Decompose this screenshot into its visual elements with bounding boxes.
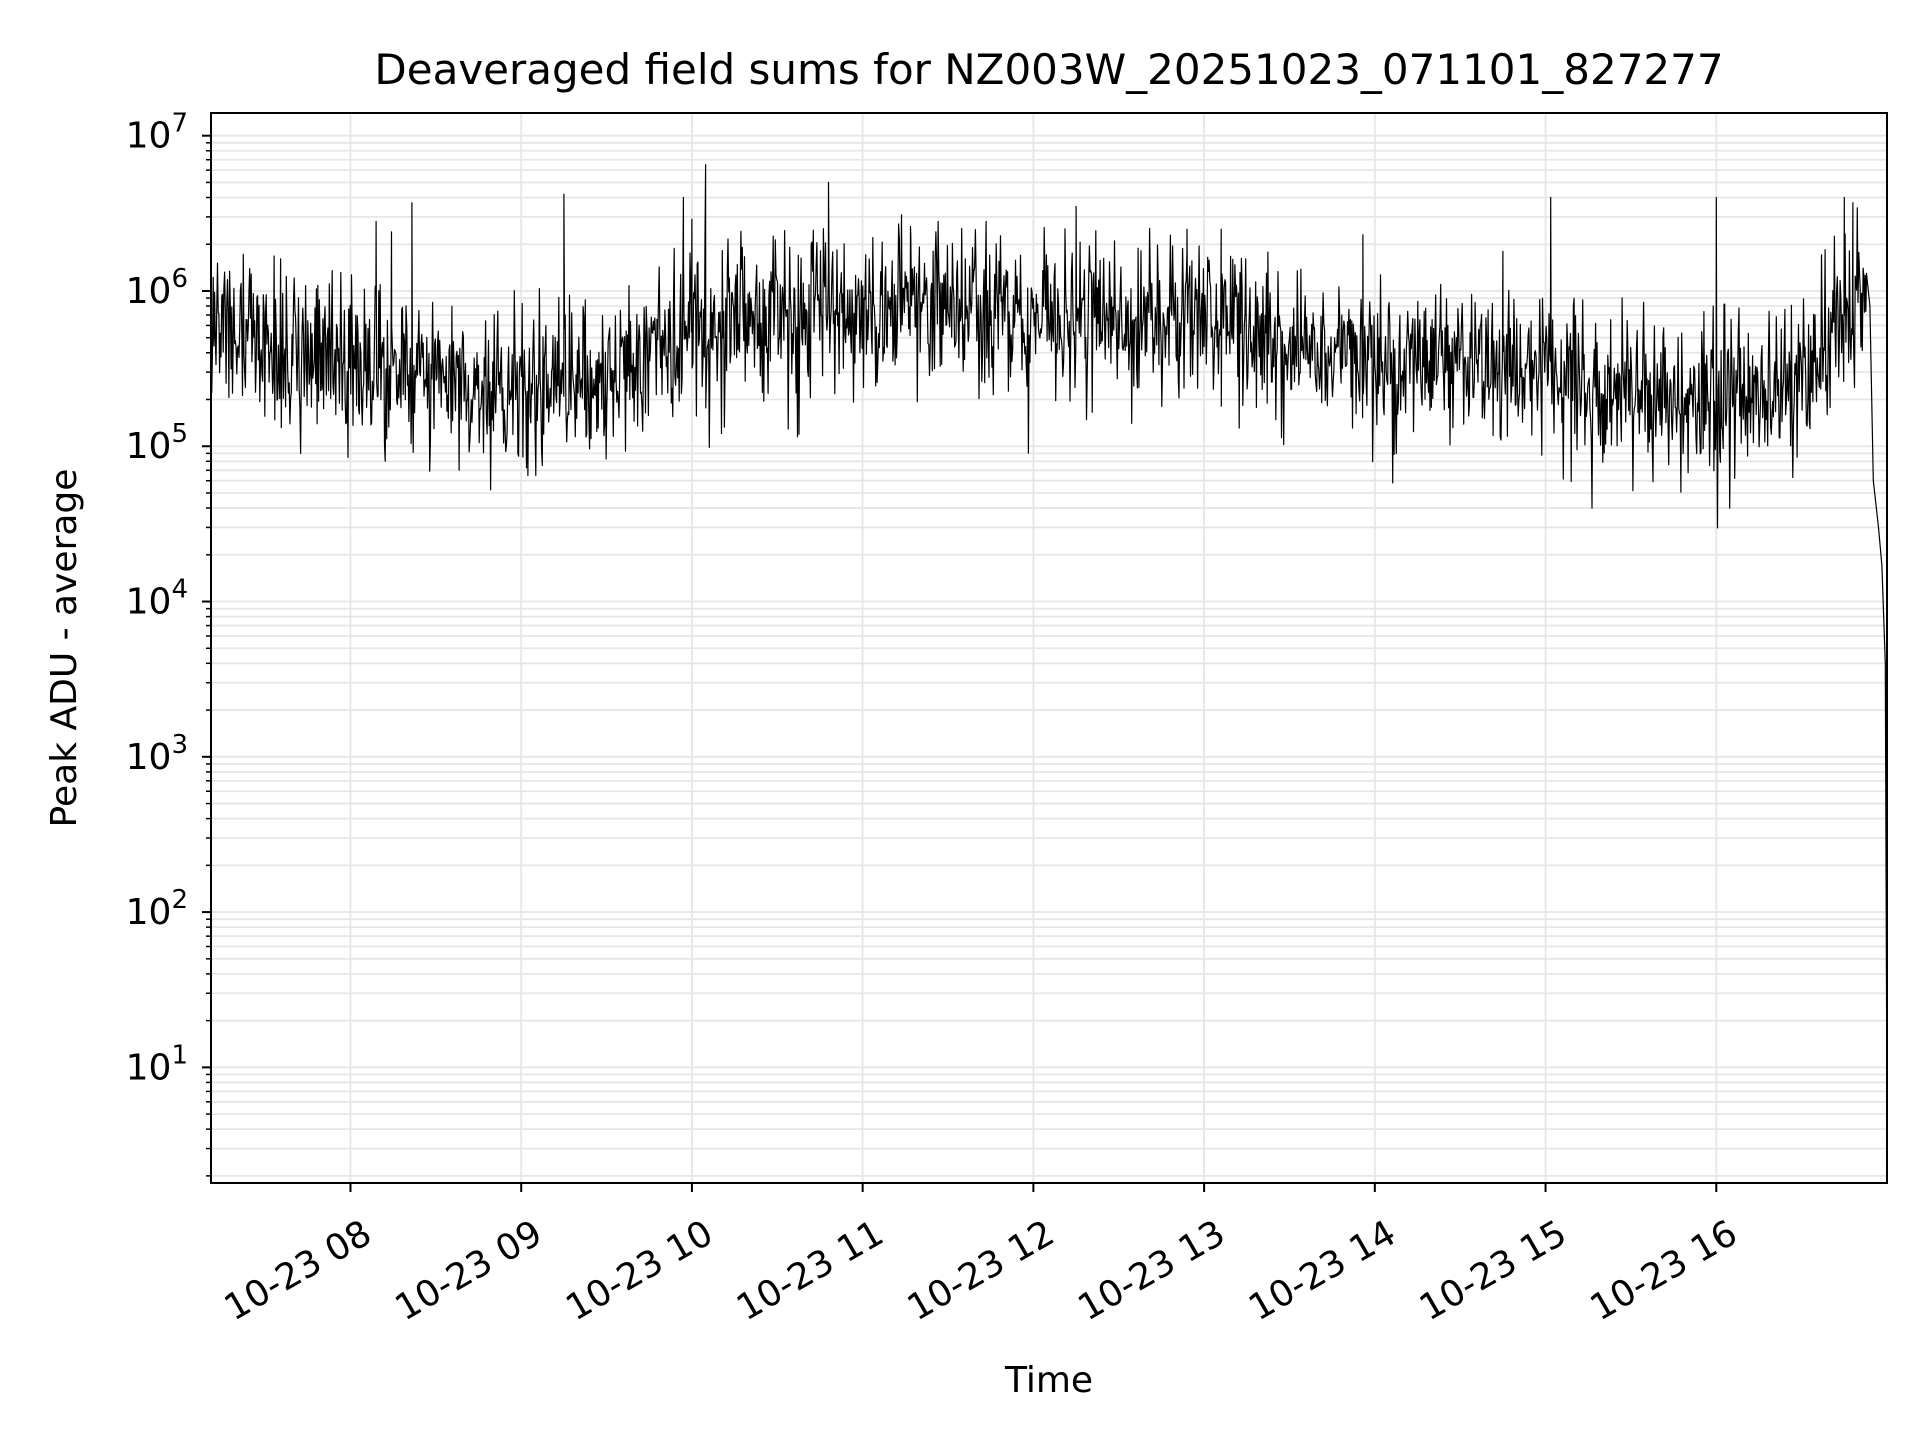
y-tick-label: 103 — [126, 730, 188, 778]
series-layer — [210, 164, 1888, 1130]
series-line — [210, 164, 1888, 1130]
grid-layer — [211, 113, 1887, 1183]
x-axis-label: Time — [1004, 1360, 1093, 1401]
chart-title: Deaveraged field sums for NZ003W_2025102… — [374, 45, 1723, 94]
y-axis-label: Peak ADU - average — [44, 469, 85, 828]
y-tick-label: 102 — [126, 885, 188, 933]
y-tick-label: 106 — [126, 264, 188, 312]
y-tick-label: 105 — [126, 419, 188, 467]
y-tick-label: 104 — [126, 575, 188, 623]
y-tick-label: 101 — [126, 1040, 188, 1088]
y-tick-label: 107 — [126, 109, 188, 157]
